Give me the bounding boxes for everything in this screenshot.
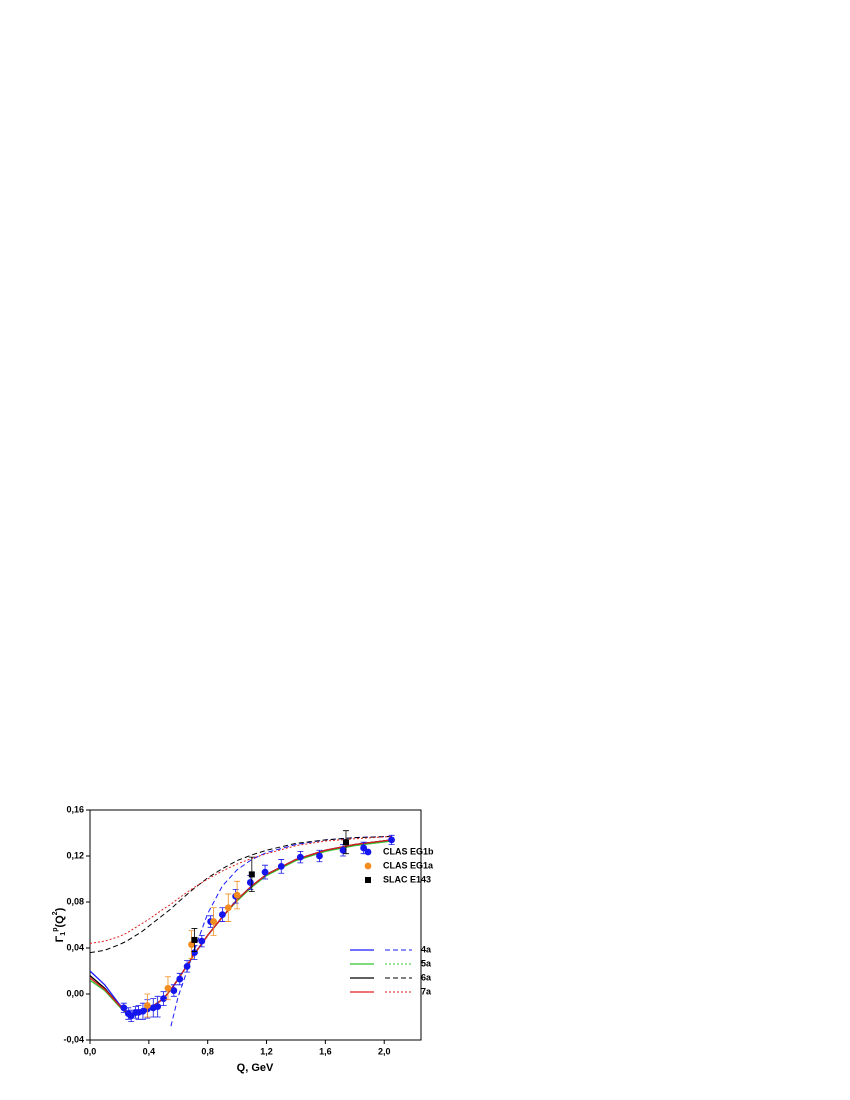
data-point xyxy=(191,949,198,956)
y-tick-label: 0,16 xyxy=(66,804,84,814)
legend-marker xyxy=(364,848,372,856)
y-label-sup: p xyxy=(52,928,59,932)
data-point xyxy=(224,904,232,912)
legend-label: 7a xyxy=(421,986,432,996)
y-label-close: ) xyxy=(54,907,66,911)
legend-label: SLAC E143 xyxy=(383,874,431,884)
plot-frame xyxy=(89,809,422,1041)
legend-label: CLAS EG1b xyxy=(383,846,434,856)
legend-label: 4a xyxy=(421,944,432,954)
y-tick-label: 0,08 xyxy=(66,896,84,906)
data-point xyxy=(248,871,255,878)
legend-label: CLAS EG1a xyxy=(383,860,434,870)
data-point xyxy=(219,911,226,919)
x-tick-label: 1,2 xyxy=(260,1046,273,1056)
y-tick-label: -0,04 xyxy=(63,1034,84,1044)
y-tick-label: 0,04 xyxy=(66,942,84,952)
curves xyxy=(90,835,392,1027)
data-point xyxy=(183,963,191,970)
x-axis-label: Q, GeV xyxy=(237,1062,274,1074)
data-point xyxy=(164,984,172,992)
data-point xyxy=(339,846,347,854)
data-point xyxy=(120,1004,128,1012)
legend-marker xyxy=(364,862,372,870)
data-point xyxy=(233,891,241,899)
y-label-arg: (Q xyxy=(54,915,66,928)
x-tick-label: 1,6 xyxy=(319,1046,332,1056)
x-tick-label: 0,0 xyxy=(84,1046,97,1056)
data-point xyxy=(277,862,285,870)
y-tick-label: 0,00 xyxy=(66,988,84,998)
y-label-arg-sup: 2 xyxy=(52,911,59,915)
data-point xyxy=(210,918,217,925)
data-point xyxy=(360,844,368,852)
data-point xyxy=(160,995,167,1002)
data-point xyxy=(388,836,395,844)
y-tick-label: 0,12 xyxy=(66,850,84,860)
legend-marker xyxy=(365,877,371,883)
data-point xyxy=(296,853,304,861)
x-tick-label: 2,0 xyxy=(378,1046,391,1056)
model-curve-broken xyxy=(90,835,392,954)
legend-label: 6a xyxy=(421,972,432,982)
data-point xyxy=(261,868,269,876)
data-point xyxy=(342,839,349,846)
data-point xyxy=(246,879,254,886)
data-point xyxy=(170,987,178,994)
model-curve-broken xyxy=(90,835,392,944)
legend-label: 5a xyxy=(421,958,432,968)
y-axis-label: Γ1p(Q2) xyxy=(52,907,67,942)
data-point xyxy=(143,1002,151,1009)
x-tick-label: 0,8 xyxy=(201,1046,214,1056)
y-label-sub: 1 xyxy=(60,932,67,936)
data-point xyxy=(191,936,198,943)
data-point xyxy=(316,852,323,860)
data-point xyxy=(198,937,206,945)
x-tick-label: 0,4 xyxy=(143,1046,156,1056)
data-point xyxy=(176,975,184,983)
y-label-base: Γ xyxy=(54,935,66,942)
data-point xyxy=(154,1003,162,1011)
